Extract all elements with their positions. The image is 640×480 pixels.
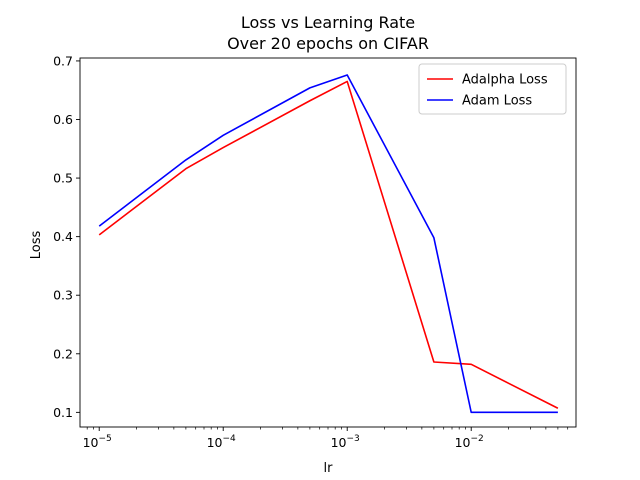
y-tick-label: 0.5 <box>53 171 73 186</box>
y-tick-label: 0.1 <box>53 405 73 420</box>
y-tick-label: 0.2 <box>53 346 73 361</box>
legend-label-0: Adalpha Loss <box>462 73 548 88</box>
series-line-1 <box>98 74 558 414</box>
plot-area: 0.1 0.2 0.3 0.4 0.5 0.6 0.7 10−5 10−4 10−3 10−2 Ada… <box>53 53 577 450</box>
chart-title: Loss vs Learning Rate <box>241 13 415 32</box>
x-tick-label: 10−2 <box>455 434 484 450</box>
x-axis-label: lr <box>324 461 334 476</box>
x-tick-label: 10−5 <box>83 434 112 450</box>
legend-box <box>418 63 567 115</box>
legend: Adalpha Loss Adam Loss <box>418 63 567 115</box>
x-tick-label: 10−3 <box>331 434 360 450</box>
legend-label-1: Adam Loss <box>462 94 532 109</box>
chart-subtitle: Over 20 epochs on CIFAR <box>227 34 429 53</box>
x-tick-label: 10−4 <box>207 434 236 450</box>
y-tick-label: 0.4 <box>53 229 73 244</box>
y-axis-label: Loss <box>29 231 44 260</box>
y-tick-label: 0.7 <box>53 53 73 68</box>
y-tick-label: 0.6 <box>53 112 73 127</box>
series-line-0 <box>98 80 559 409</box>
y-tick-label: 0.3 <box>53 288 73 303</box>
